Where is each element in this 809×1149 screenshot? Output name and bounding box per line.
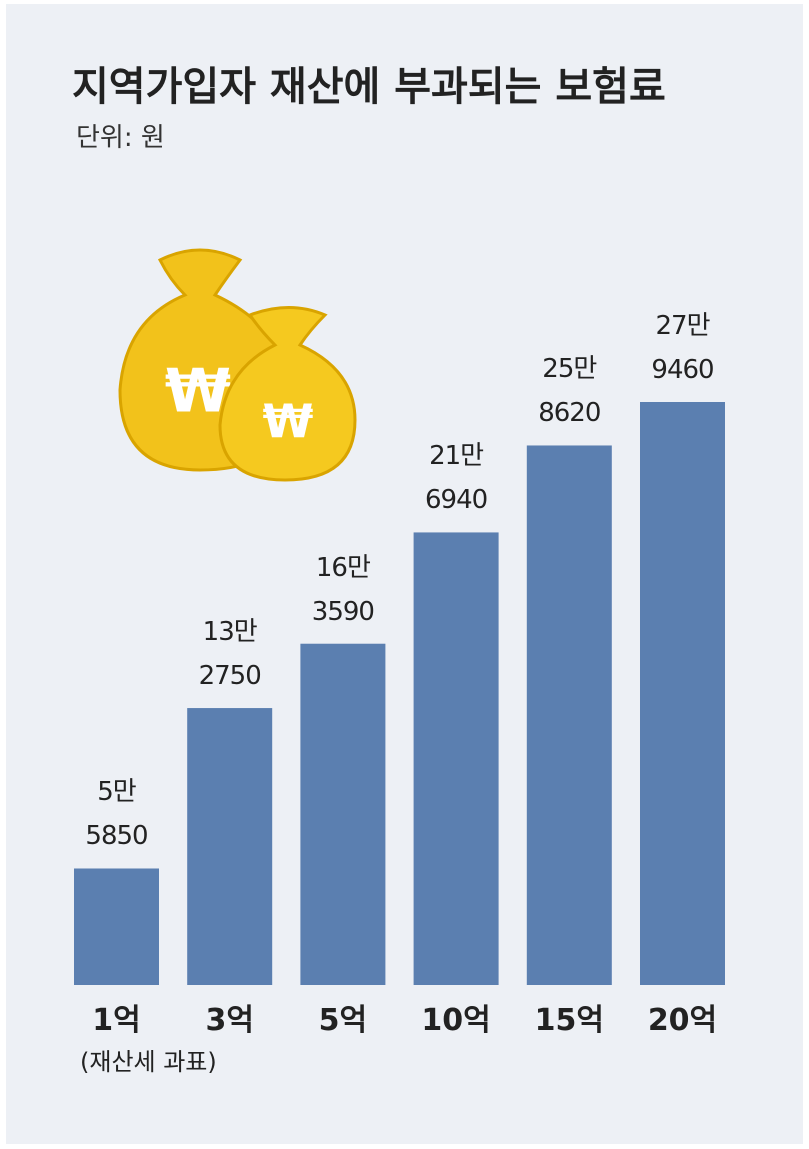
x-tick-label: 20억 [648, 1003, 717, 1038]
bar [300, 643, 386, 985]
bar [640, 402, 725, 985]
x-tick-label: 3억 [205, 1003, 253, 1038]
bar [74, 868, 159, 985]
x-tick-label: 1억 [92, 1003, 140, 1038]
x-tick-label: 10억 [421, 1003, 490, 1038]
value-label: 25만 8620 [538, 354, 601, 429]
value-label: 27만 9460 [651, 311, 714, 385]
x-tick-label: 15억 [535, 1003, 604, 1038]
value-label: 16만 3590 [311, 552, 375, 627]
svg-text:₩: ₩ [263, 395, 314, 449]
bar [526, 445, 612, 985]
x-tick-label: 5억 [319, 1003, 367, 1038]
bar [187, 708, 273, 985]
chart-title: 지역가입자 재산에 부과되는 보험료 [72, 64, 666, 110]
bar [413, 532, 499, 985]
value-label: 21만 6940 [425, 441, 488, 516]
value-label: 13만 2750 [198, 617, 262, 692]
x-axis-label: (재산세 과표) [80, 1048, 217, 1076]
chart-subtitle: 단위: 원 [76, 123, 165, 153]
value-label: 5만 5850 [85, 777, 148, 852]
money-bags: ₩ ₩ [118, 248, 357, 482]
